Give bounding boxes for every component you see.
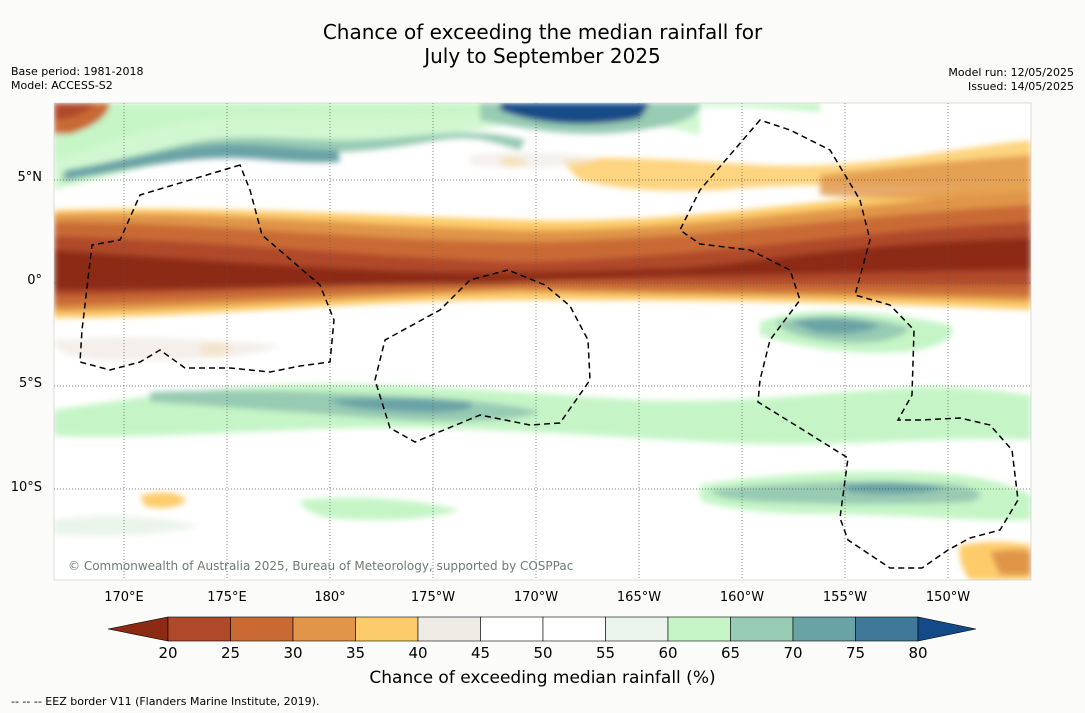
colorbar-tick-label: 60 xyxy=(658,644,678,662)
colorbar-segment xyxy=(417,616,481,642)
lat-label-5n: 5°N xyxy=(17,170,43,185)
colorbar-segment xyxy=(792,616,856,642)
colorbar-segment xyxy=(355,616,419,642)
colorbar-tick-label: 70 xyxy=(783,644,803,662)
colorbar-tick-label: 45 xyxy=(470,644,491,662)
colorbar-segment xyxy=(230,616,294,642)
map-title: Chance of exceeding the median rainfall … xyxy=(0,20,1085,68)
lon-label-170e: 170°E xyxy=(104,590,144,605)
colorbar-tick-label: 65 xyxy=(720,644,741,662)
colorbar-segment xyxy=(855,616,919,642)
lon-label-165w: 165°W xyxy=(616,590,662,605)
colorbar-tick-label: 80 xyxy=(908,644,928,662)
map-frame xyxy=(53,102,1032,581)
colorbar-title: Chance of exceeding median rainfall (%) xyxy=(369,668,716,688)
model-name: Model: ACCESS-S2 xyxy=(11,79,113,92)
colorbar-tick-label: 55 xyxy=(595,644,616,662)
lon-label-155w: 155°W xyxy=(822,590,868,605)
colorbar-low-extension xyxy=(107,616,169,642)
lat-label-10s: 10°S xyxy=(10,480,42,495)
colorbar-tick-label: 50 xyxy=(533,644,553,662)
model-run: Model run: 12/05/2025 xyxy=(948,66,1074,79)
lat-label-0: 0° xyxy=(27,273,42,288)
map-area xyxy=(54,103,1031,580)
issued-date: Issued: 14/05/2025 xyxy=(967,80,1074,93)
lon-label-175w: 175°W xyxy=(410,590,456,605)
colorbar-tick-label: 35 xyxy=(345,644,366,662)
colorbar-segment xyxy=(292,616,356,642)
lon-label-175e: 175°E xyxy=(207,590,247,605)
colorbar-high-extension xyxy=(917,616,977,642)
colorbar-tick-label: 20 xyxy=(158,644,178,662)
rainfall-field xyxy=(54,103,1031,580)
map-title-line2: July to September 2025 xyxy=(424,44,661,68)
eez-borders xyxy=(79,119,1019,569)
colorbar-segment xyxy=(542,616,606,642)
colorbar-tick-label: 30 xyxy=(283,644,303,662)
colorbar-segment xyxy=(667,616,731,642)
lon-label-180: 180° xyxy=(314,590,346,605)
meta-left: Base period: 1981-2018 Model: ACCESS-S2 xyxy=(11,65,143,93)
colorbar-tick-label: 40 xyxy=(408,644,428,662)
lon-label-160w: 160°W xyxy=(719,590,765,605)
colorbar-segment xyxy=(480,616,544,642)
colorbar-tick-label: 75 xyxy=(845,644,866,662)
graticule xyxy=(54,103,1031,580)
base-period: Base period: 1981-2018 xyxy=(11,65,144,78)
copyright-credit: © Commonwealth of Australia 2025, Bureau… xyxy=(68,559,574,573)
colorbar-segments xyxy=(107,616,977,642)
lat-label-5s: 5°S xyxy=(18,376,42,391)
colorbar-segment xyxy=(167,616,231,642)
lon-label-170w: 170°W xyxy=(513,590,559,605)
colorbar-segment xyxy=(730,616,794,642)
map-title-line1: Chance of exceeding the median rainfall … xyxy=(322,20,763,44)
colorbar-segment xyxy=(605,616,669,642)
lon-label-150w: 150°W xyxy=(925,590,971,605)
colorbar-tick-label: 25 xyxy=(220,644,241,662)
meta-right: Model run: 12/05/2025 Issued: 14/05/2025 xyxy=(948,66,1074,94)
eez-footnote: -- -- -- EEZ border V11 (Flanders Marine… xyxy=(11,695,320,708)
